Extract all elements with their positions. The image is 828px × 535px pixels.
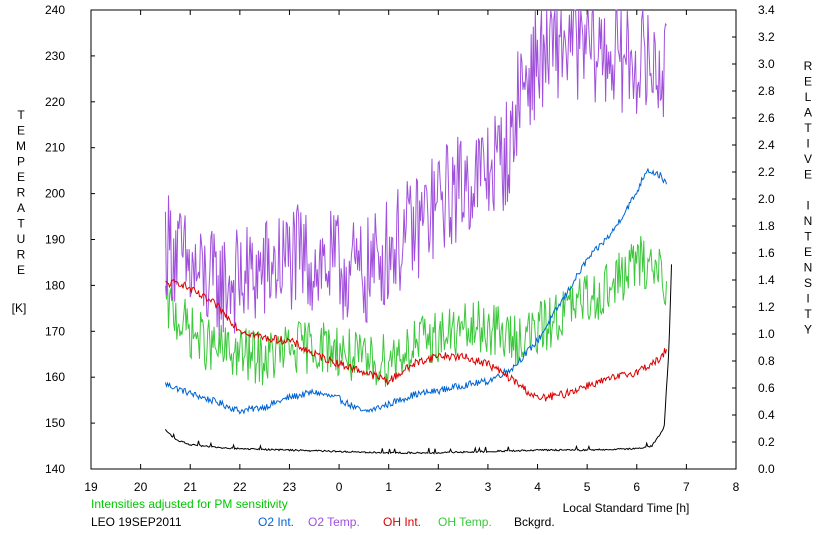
y-right-tick-label: 2.6 (758, 111, 775, 125)
y-right-title-letter: Y (804, 323, 812, 337)
y-left-title-letter: P (17, 155, 25, 169)
y-right-title-letter: N (804, 214, 813, 228)
y-right-title-letter: R (804, 59, 813, 73)
x-tick-label: 8 (733, 480, 740, 494)
series-line-oh-int (165, 278, 667, 402)
y-right-tick-label: 0.0 (758, 462, 775, 476)
y-right-tick-label: 0.4 (758, 408, 775, 422)
x-tick-label: 4 (534, 480, 541, 494)
series-layer (164, 9, 672, 455)
y-right-title-letter: T (804, 121, 812, 135)
y-right-tick-label: 0.8 (758, 354, 775, 368)
x-tick-label: 0 (336, 480, 343, 494)
x-axis-title: Local Standard Time [h] (563, 501, 690, 515)
y-left-title-letter: T (17, 217, 25, 231)
y-right-tick-label: 2.4 (758, 138, 775, 152)
y-right-title-letter: T (804, 307, 812, 321)
x-tick-label: 19 (84, 480, 98, 494)
y-right-tick-label: 1.4 (758, 273, 775, 287)
pm-sensitivity-note: Intensities adjusted for PM sensitivity (91, 497, 288, 511)
series-line-oh-temp (164, 236, 667, 387)
x-tick-label: 1 (385, 480, 392, 494)
x-tick-label: 21 (184, 480, 198, 494)
plot-frame (90, 9, 737, 470)
y-right-title-letter: A (804, 106, 812, 120)
legend-entry: O2 Int. (258, 515, 294, 529)
y-left-title-letter: R (17, 186, 26, 200)
y-right-tick-label: 2.8 (758, 84, 775, 98)
y-right-title-letter: I (806, 199, 809, 213)
y-left-axis: 140 150 160 170 180 190 200 210 220 230 240 (45, 3, 95, 476)
y-right-title-letter: I (806, 292, 809, 306)
series-line-o2-int (164, 167, 667, 415)
y-left-title-letter: R (17, 248, 26, 262)
y-left-title-letter: T (17, 108, 25, 122)
legend-entry: O2 Temp. (308, 515, 360, 529)
y-right-axis: 0.0 0.2 0.4 0.6 0.8 1.0 1.2 1.4 1.6 1.8 2.0 2.2 2.4 2… (732, 3, 775, 476)
y-right-tick-label: 2.0 (758, 192, 775, 206)
y-right-title-letter: V (804, 152, 812, 166)
y-right-title-letter: E (804, 75, 812, 89)
y-right-title-letter: I (806, 137, 809, 151)
y-right-tick-label: 1.8 (758, 219, 775, 233)
x-tick-label: 3 (485, 480, 492, 494)
y-right-title-letter: N (804, 261, 813, 275)
y-left-tick-label: 240 (45, 3, 65, 17)
x-tick-label: 2 (435, 480, 442, 494)
y-left-tick-label: 150 (45, 416, 65, 430)
y-left-title-letter: A (17, 201, 25, 215)
series-line-bckgrd (164, 264, 672, 455)
x-axis: 19 20 21 22 23 0 1 2 3 4 5 6 7 8 (84, 10, 740, 494)
legend-entry: OH Int. (383, 515, 421, 529)
y-right-title-letter: L (805, 90, 812, 104)
y-right-tick-label: 3.0 (758, 57, 775, 71)
y-left-tick-label: 140 (45, 462, 65, 476)
x-tick-label: 22 (233, 480, 247, 494)
y-right-tick-label: 0.6 (758, 381, 775, 395)
y-right-tick-label: 1.2 (758, 300, 775, 314)
x-tick-label: 6 (633, 480, 640, 494)
y-right-tick-label: 2.2 (758, 165, 775, 179)
station-date-label: LEO 19SEP2011 (91, 515, 182, 529)
y-right-title-letter: E (804, 168, 812, 182)
series-line-o2-temp (164, 9, 667, 336)
x-tick-label: 5 (584, 480, 591, 494)
y-right-tick-label: 1.0 (758, 327, 775, 341)
y-left-title-letter: E (17, 124, 25, 138)
y-left-title-letter: M (16, 139, 26, 153)
y-right-tick-label: 3.2 (758, 30, 775, 44)
y-right-title-letter: T (804, 230, 812, 244)
y-left-tick-label: 180 (45, 278, 65, 292)
y-right-title-letter: S (804, 276, 812, 290)
y-left-tick-label: 220 (45, 95, 65, 109)
legend-entry: OH Temp. (438, 515, 492, 529)
y-left-tick-label: 170 (45, 324, 65, 338)
y-left-title-letter: E (17, 170, 25, 184)
y-left-tick-label: 160 (45, 370, 65, 384)
y-left-tick-label: 230 (45, 49, 65, 63)
x-tick-label: 23 (283, 480, 297, 494)
y-left-tick-label: 200 (45, 187, 65, 201)
x-tick-label: 7 (683, 480, 690, 494)
y-right-tick-label: 3.4 (758, 3, 775, 17)
y-right-title-letter: E (804, 245, 812, 259)
y-right-tick-label: 1.6 (758, 246, 775, 260)
legend: O2 Int. O2 Temp. OH Int. OH Temp. Bckgrd. (258, 515, 555, 529)
legend-entry: Bckgrd. (514, 515, 555, 529)
y-left-tick-label: 190 (45, 233, 65, 247)
y-right-tick-label: 0.2 (758, 435, 775, 449)
y-left-tick-label: 210 (45, 141, 65, 155)
y-left-title-letter: E (17, 263, 25, 277)
y-left-unit: [K] (12, 301, 27, 315)
x-tick-label: 20 (134, 480, 148, 494)
y-left-title-letter: U (17, 232, 26, 246)
